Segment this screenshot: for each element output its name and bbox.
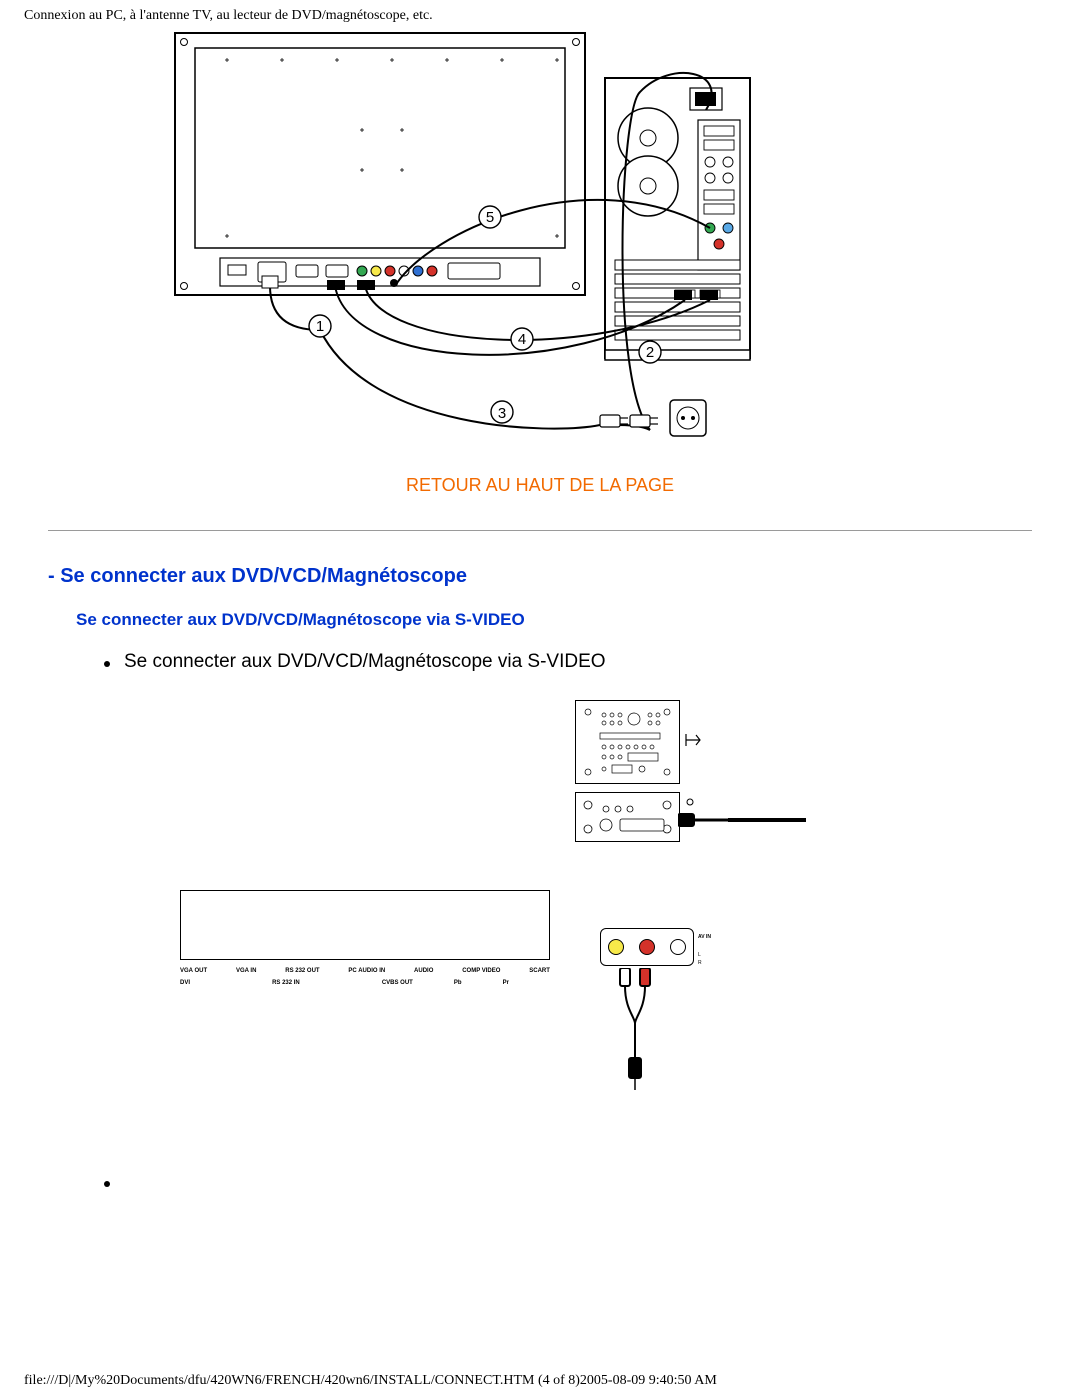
callout-4-label: 4 (518, 331, 526, 348)
svg-text:AV IN: AV IN (698, 934, 711, 940)
rca-y-cable (612, 968, 662, 1098)
subsection-heading-svideo: Se connecter aux DVD/VCD/Magnétoscope vi… (76, 610, 525, 630)
page-footer: file:///D|/My%20Documents/dfu/420WN6/FRE… (24, 1373, 717, 1389)
section-divider (48, 530, 1032, 531)
bullet-icon (104, 661, 110, 667)
return-to-top-link[interactable]: RETOUR AU HAUT DE LA PAGE (0, 475, 1080, 496)
rca-yellow-jack (608, 939, 624, 955)
connector-strip-labels-row2: DVI RS 232 IN CVBS OUT Pb Pr (180, 980, 550, 986)
rca-panel-label-icon: AV IN L R (698, 928, 718, 968)
section-heading-dvd-vcd: - Se connecter aux DVD/VCD/Magnétoscope (48, 565, 467, 588)
svg-text:S: S (684, 822, 688, 828)
callout-2-label: 2 (646, 344, 654, 361)
monitor-connector-strip (180, 890, 550, 960)
bullet-list: Se connecter aux DVD/VCD/Magnétoscope vi… (104, 650, 606, 673)
dvd-back-panel-zoom (575, 792, 680, 842)
svideo-label-icon: S (684, 796, 698, 836)
page-header: Connexion au PC, à l'antenne TV, au lect… (24, 8, 433, 24)
callout-1-label: 1 (316, 318, 324, 335)
bullet-icon-lone (104, 1170, 110, 1187)
callout-5-label: 5 (486, 209, 494, 226)
bullet-item-1: Se connecter aux DVD/VCD/Magnétoscope vi… (124, 651, 606, 673)
callout-3-label: 3 (498, 405, 506, 422)
rca-white-jack (670, 939, 686, 955)
rca-av-panel (600, 928, 694, 966)
rca-red-jack (639, 939, 655, 955)
connector-strip-labels: VGA OUT VGA IN RS 232 OUT PC AUDIO IN AU… (180, 968, 550, 974)
dvd-back-panel-full (575, 700, 680, 784)
svg-text:R: R (698, 960, 702, 966)
page: Connexion au PC, à l'antenne TV, au lect… (0, 0, 1080, 1397)
svg-text:L: L (698, 952, 701, 958)
zoom-arrow-icon (684, 730, 704, 750)
diagram-monitor-to-pc: 1 2 3 4 5 (170, 30, 757, 440)
